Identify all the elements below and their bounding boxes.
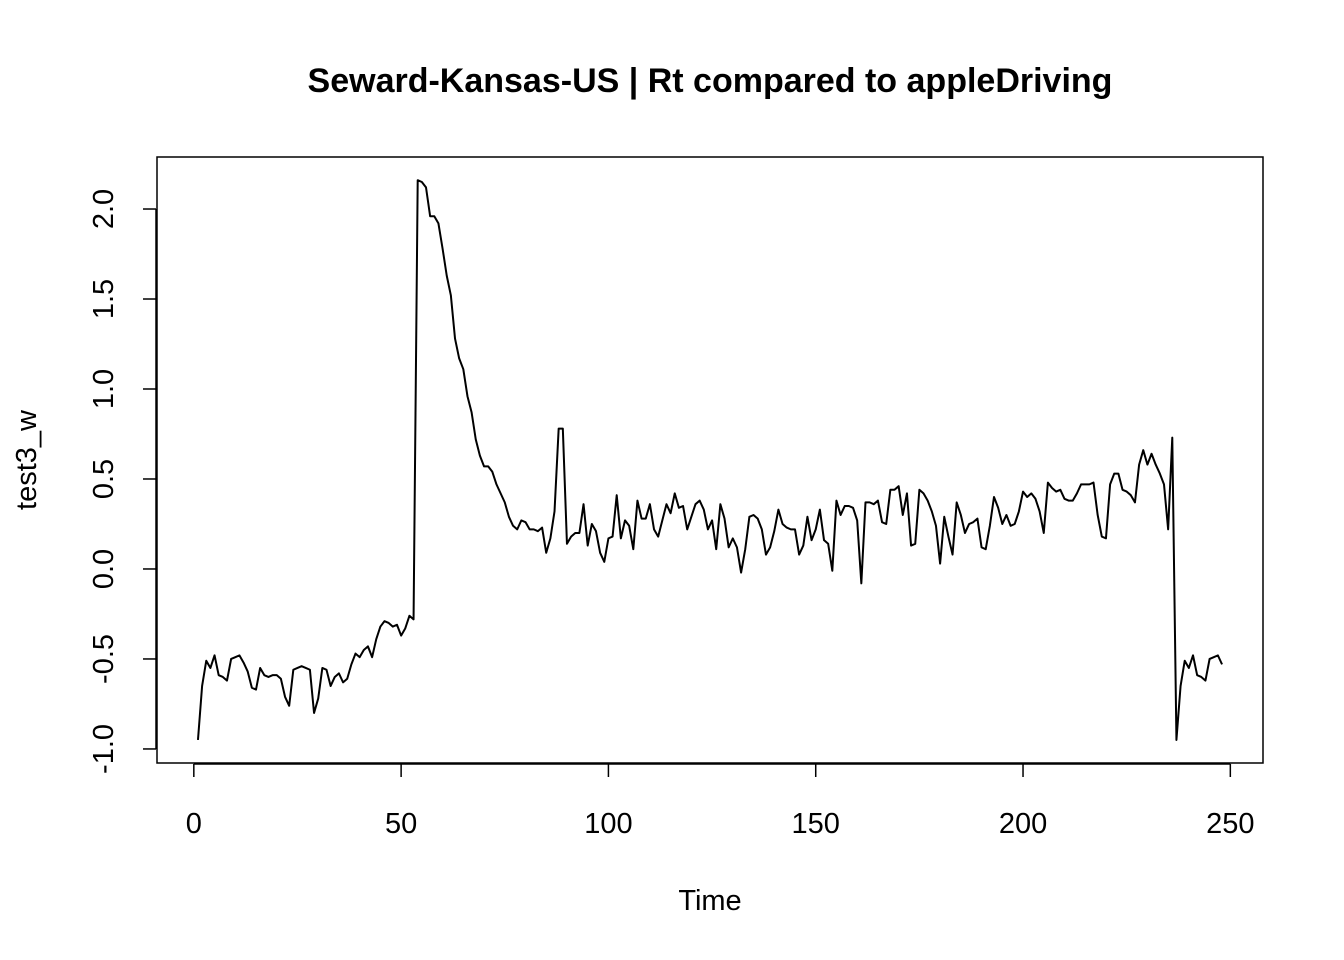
data-line [196, 179, 1223, 741]
y-tick-label: 1.5 [88, 279, 120, 319]
y-tick-label: 1.0 [88, 369, 120, 409]
x-tick-label: 0 [186, 808, 202, 840]
y-axis-title: test3_w [11, 409, 43, 510]
x-tick-label: 200 [999, 808, 1047, 840]
x-tick-label: 150 [792, 808, 840, 840]
x-tick-label: 50 [385, 808, 417, 840]
x-tick-label: 100 [584, 808, 632, 840]
x-axis-title: Time [678, 885, 741, 917]
plot-box [156, 156, 1264, 764]
y-tick-label: -0.5 [88, 634, 120, 684]
y-tick-label: 0.0 [88, 549, 120, 589]
y-tick-label: 0.5 [88, 459, 120, 499]
chart-title: Seward-Kansas-US | Rt compared to appleD… [308, 62, 1113, 100]
y-tick-label: -1.0 [88, 724, 120, 774]
y-tick-label: 2.0 [88, 189, 120, 229]
x-tick-label: 250 [1206, 808, 1254, 840]
